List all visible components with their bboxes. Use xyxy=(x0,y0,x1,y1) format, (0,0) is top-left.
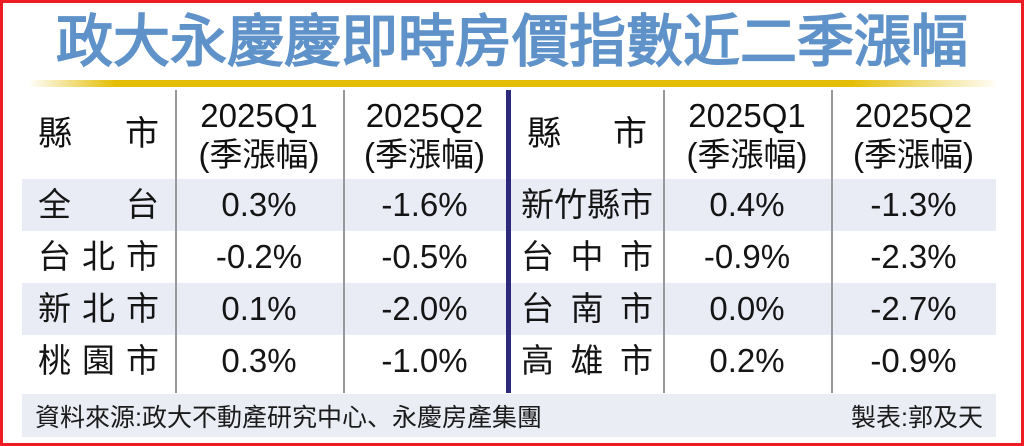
q2-value-cell: -1.6% xyxy=(343,179,506,231)
gold-underline-rule xyxy=(28,80,996,87)
county-cell: 新竹縣市 xyxy=(511,179,663,231)
q1-value-cell: 0.2% xyxy=(709,342,785,379)
column-header-county: 縣市 xyxy=(527,115,647,153)
q2-value-cell: -2.3% xyxy=(870,238,957,275)
q2-value-cell: -2.7% xyxy=(831,283,996,335)
column-header-county: 縣市 xyxy=(38,115,159,153)
county-cell: 桃園市 xyxy=(38,342,159,379)
q1-value-cell: 0.0% xyxy=(663,283,831,335)
price-table-right: 縣市 2025Q1 (季漲幅) 2025Q2 (季漲幅) 新竹縣市 0.4% -… xyxy=(511,90,996,387)
q1-value-cell: 0.3% xyxy=(221,342,297,379)
q2-label: 2025Q2 xyxy=(854,96,973,134)
column-header-q2: 2025Q2 (季漲幅) xyxy=(343,90,506,179)
q1-sublabel: (季漲幅) xyxy=(198,135,320,173)
column-header-q1: 2025Q1 (季漲幅) xyxy=(663,90,831,179)
county-cell: 台中市 xyxy=(521,238,653,275)
column-separator-line xyxy=(663,90,665,393)
q2-label: 2025Q2 xyxy=(365,96,484,134)
column-header-q1: 2025Q1 (季漲幅) xyxy=(175,90,343,179)
q2-value-cell: -0.5% xyxy=(381,238,468,275)
column-header-q2: 2025Q2 (季漲幅) xyxy=(831,90,996,179)
q2-value-cell: -0.9% xyxy=(870,342,957,379)
table-middle-divider xyxy=(506,90,511,393)
q1-label: 2025Q1 xyxy=(688,96,806,134)
county-cell: 台北市 xyxy=(38,238,159,275)
q2-sublabel: (季漲幅) xyxy=(364,135,485,173)
county-cell: 全台 xyxy=(22,179,175,231)
q1-sublabel: (季漲幅) xyxy=(686,135,808,173)
q1-value-cell: 0.1% xyxy=(175,283,343,335)
price-table-left: 縣市 2025Q1 (季漲幅) 2025Q2 (季漲幅) 全台 0.3% -1.… xyxy=(22,90,506,387)
column-separator-line xyxy=(343,90,345,393)
q1-label: 2025Q1 xyxy=(200,96,318,134)
q2-sublabel: (季漲幅) xyxy=(853,135,974,173)
q2-value-cell: -1.0% xyxy=(381,342,468,379)
column-separator-line xyxy=(175,90,177,393)
footer-bar: 資料來源:政大不動產研究中心、永慶房產集團 製表:郭及天 xyxy=(22,394,996,437)
column-separator-line xyxy=(831,90,833,393)
q1-value-cell: 0.4% xyxy=(663,179,831,231)
q2-value-cell: -2.0% xyxy=(343,283,506,335)
data-source-text: 資料來源:政大不動產研究中心、永慶房產集團 xyxy=(35,403,542,432)
q1-value-cell: -0.9% xyxy=(703,238,791,275)
q2-value-cell: -1.3% xyxy=(831,179,996,231)
q1-value-cell: -0.2% xyxy=(215,238,303,275)
county-cell: 台南市 xyxy=(511,283,663,335)
page-title: 政大永慶慶即時房價指數近二季漲幅 xyxy=(56,10,968,74)
county-cell: 高雄市 xyxy=(521,342,653,379)
q1-value-cell: 0.3% xyxy=(175,179,343,231)
credit-text: 製表:郭及天 xyxy=(851,403,983,432)
county-cell: 新北市 xyxy=(22,283,175,335)
